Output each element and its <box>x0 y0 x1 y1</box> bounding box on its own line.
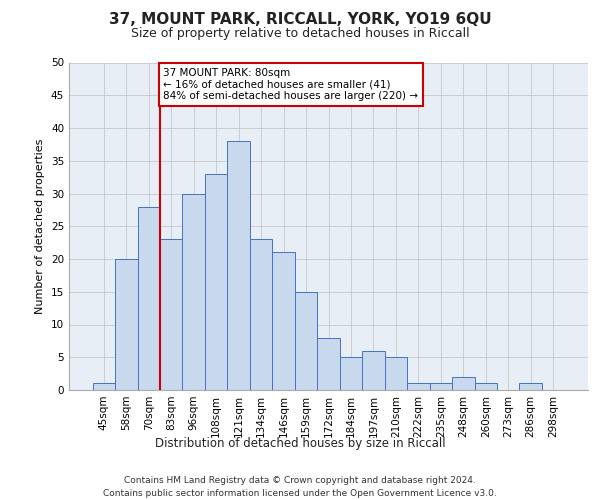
Bar <box>115 259 137 390</box>
Bar <box>317 338 340 390</box>
Bar <box>340 357 362 390</box>
Text: Size of property relative to detached houses in Riccall: Size of property relative to detached ho… <box>131 28 469 40</box>
Bar <box>407 384 430 390</box>
Bar <box>362 350 385 390</box>
Bar <box>452 377 475 390</box>
Text: Contains HM Land Registry data © Crown copyright and database right 2024.
Contai: Contains HM Land Registry data © Crown c… <box>103 476 497 498</box>
Bar <box>475 384 497 390</box>
Text: 37, MOUNT PARK, RICCALL, YORK, YO19 6QU: 37, MOUNT PARK, RICCALL, YORK, YO19 6QU <box>109 12 491 28</box>
Bar <box>182 194 205 390</box>
Bar <box>520 384 542 390</box>
Y-axis label: Number of detached properties: Number of detached properties <box>35 138 46 314</box>
Bar <box>250 240 272 390</box>
Text: 37 MOUNT PARK: 80sqm
← 16% of detached houses are smaller (41)
84% of semi-detac: 37 MOUNT PARK: 80sqm ← 16% of detached h… <box>163 68 418 101</box>
Text: Distribution of detached houses by size in Riccall: Distribution of detached houses by size … <box>155 438 445 450</box>
Bar <box>227 141 250 390</box>
Bar <box>430 384 452 390</box>
Bar <box>205 174 227 390</box>
Bar <box>295 292 317 390</box>
Bar <box>385 357 407 390</box>
Bar <box>137 206 160 390</box>
Bar <box>272 252 295 390</box>
Bar <box>160 240 182 390</box>
Bar <box>92 384 115 390</box>
